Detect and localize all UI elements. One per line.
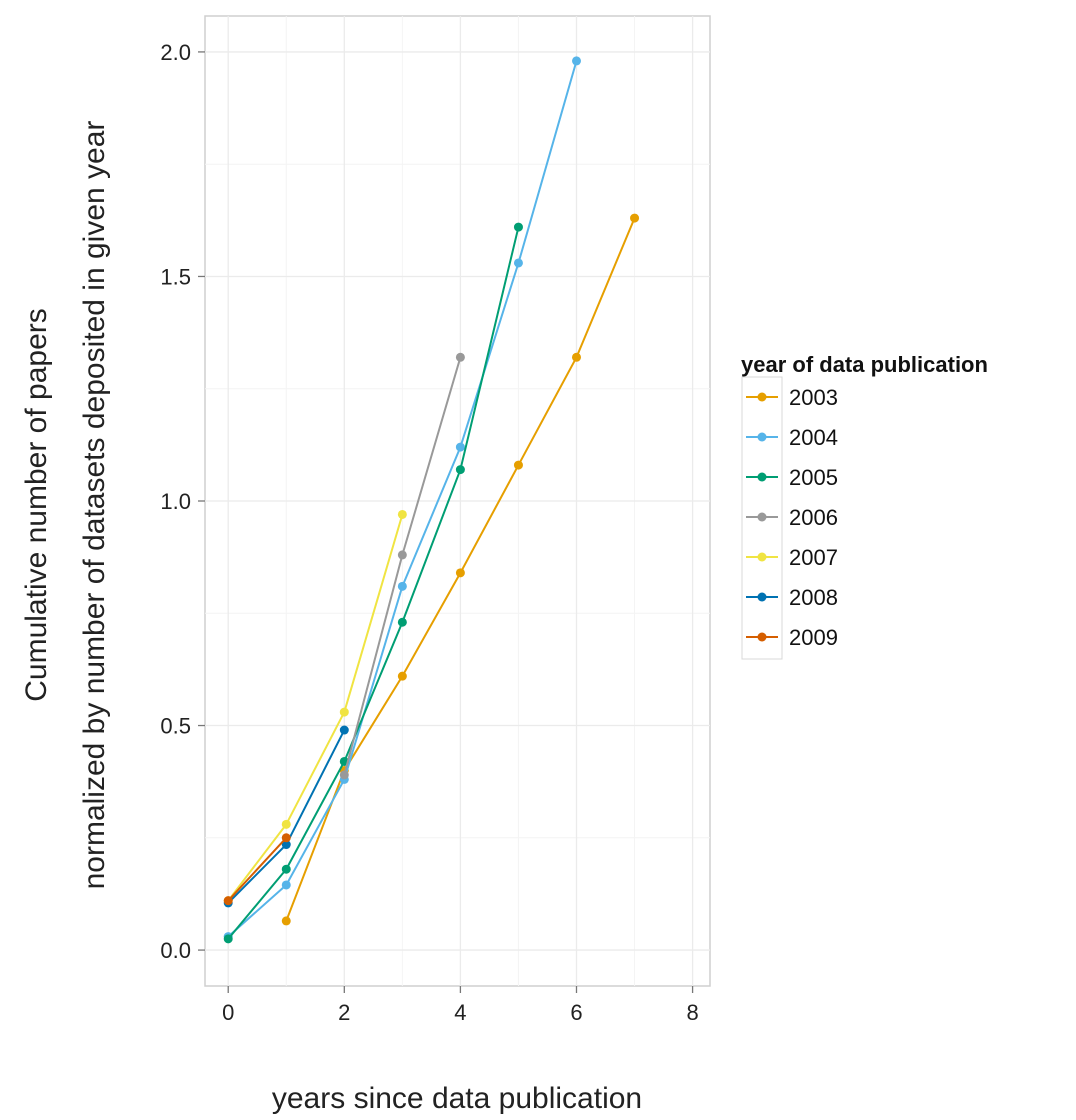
y-tick-label: 0.0	[160, 938, 191, 963]
y-tick-label: 1.5	[160, 264, 191, 289]
y-axis-title-line1: Cumulative number of papers	[20, 308, 53, 702]
x-tick-label: 8	[686, 1000, 698, 1025]
data-point-2007	[397, 509, 407, 519]
data-point-2007	[339, 707, 349, 717]
data-point-2004	[571, 56, 581, 66]
x-axis-title: years since data publication	[272, 1082, 642, 1115]
data-point-2006	[339, 770, 349, 780]
series-2006	[339, 352, 465, 780]
y-tick-label: 2.0	[160, 40, 191, 65]
data-point-2006	[455, 352, 465, 362]
series-2004	[223, 56, 581, 942]
series-line-2007	[227, 514, 404, 902]
series-2009	[223, 833, 291, 906]
legend-title: year of data publication	[741, 352, 988, 377]
legend-key-point-2009	[757, 632, 767, 642]
legend-label-2003: 2003	[789, 385, 838, 410]
data-point-2005	[281, 864, 291, 874]
data-point-2004	[455, 442, 465, 452]
series-line-2009	[227, 837, 287, 902]
y-tick-label: 0.5	[160, 714, 191, 739]
data-point-2003	[397, 671, 407, 681]
data-point-2004	[281, 880, 291, 890]
legend-key-point-2004	[757, 432, 767, 442]
x-axis: 0 2 4 6 8	[222, 986, 699, 1025]
data-point-2007	[281, 819, 291, 829]
legend-key-point-2007	[757, 552, 767, 562]
data-point-2008	[339, 725, 349, 735]
data-point-2003	[281, 916, 291, 926]
legend-key-point-2006	[757, 512, 767, 522]
data-point-2003	[513, 460, 523, 470]
series-2005	[223, 222, 523, 944]
data-point-2006	[397, 550, 407, 560]
data-point-2003	[630, 213, 640, 223]
data-point-2003	[571, 352, 581, 362]
legend-label-2007: 2007	[789, 545, 838, 570]
y-axis-title-line2: normalized by number of datasets deposit…	[78, 121, 111, 890]
data-point-2009	[281, 833, 291, 843]
data-point-2003	[455, 568, 465, 578]
y-axis: 0.0 0.5 1.0 1.5 2.0	[160, 40, 205, 963]
data-point-2005	[397, 617, 407, 627]
data-point-2004	[397, 581, 407, 591]
y-tick-label: 1.0	[160, 489, 191, 514]
legend-label-2009: 2009	[789, 625, 838, 650]
data-point-2005	[455, 465, 465, 475]
series-layer	[223, 56, 640, 944]
data-point-2005	[223, 934, 233, 944]
data-point-2005	[513, 222, 523, 232]
legend-key-point-2003	[757, 392, 767, 402]
legend-label-2006: 2006	[789, 505, 838, 530]
x-tick-label: 2	[338, 1000, 350, 1025]
data-point-2004	[513, 258, 523, 268]
series-line-2005	[227, 226, 520, 940]
legend-key-point-2005	[757, 472, 767, 482]
legend: year of data publication 2003 2004 2005 200…	[741, 352, 988, 660]
legend-label-2008: 2008	[789, 585, 838, 610]
legend-label-2005: 2005	[789, 465, 838, 490]
legend-label-2004: 2004	[789, 425, 838, 450]
legend-key-point-2008	[757, 592, 767, 602]
x-tick-label: 0	[222, 1000, 234, 1025]
data-point-2008	[281, 840, 291, 850]
data-point-2009	[223, 896, 233, 906]
x-tick-label: 6	[570, 1000, 582, 1025]
x-tick-label: 4	[454, 1000, 466, 1025]
